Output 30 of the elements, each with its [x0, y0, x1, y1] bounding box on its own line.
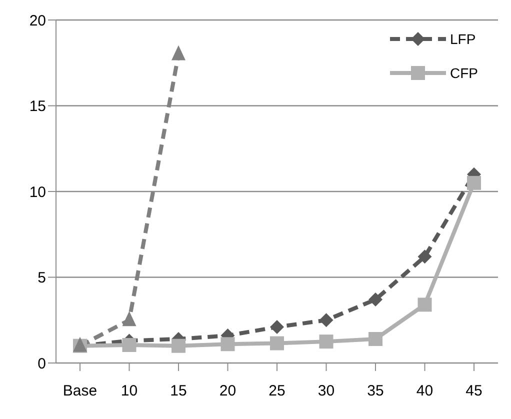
point	[418, 298, 432, 312]
x-tick-label: 45	[466, 382, 482, 400]
point	[172, 338, 186, 353]
y-tick-label: 0	[38, 355, 46, 372]
point	[270, 336, 284, 350]
legend-label: LFP	[450, 31, 476, 47]
point	[122, 311, 136, 326]
point	[418, 250, 432, 264]
point	[368, 292, 382, 307]
x-tick-label: 25	[268, 382, 286, 400]
x-tick-label: 35	[367, 382, 384, 400]
x-tick-label: 15	[170, 382, 187, 400]
x-tick-label: 30	[318, 382, 335, 400]
point	[122, 338, 136, 352]
y-tick-label: 10	[29, 184, 46, 201]
point	[368, 332, 382, 346]
point	[467, 176, 481, 190]
point	[220, 337, 235, 352]
x-tick-label: 20	[219, 382, 236, 400]
x-tick-label: Base	[62, 382, 98, 400]
x-tick-label: 10	[120, 382, 138, 400]
y-tick-label: 5	[38, 270, 46, 287]
point	[319, 334, 334, 349]
y-tick-label: 15	[29, 98, 46, 116]
point	[319, 313, 334, 328]
point	[172, 45, 186, 60]
point	[270, 320, 284, 334]
legend-label: CFP	[450, 65, 478, 81]
x-tick-label: 40	[416, 382, 434, 400]
y-tick-label: 20	[29, 12, 46, 30]
